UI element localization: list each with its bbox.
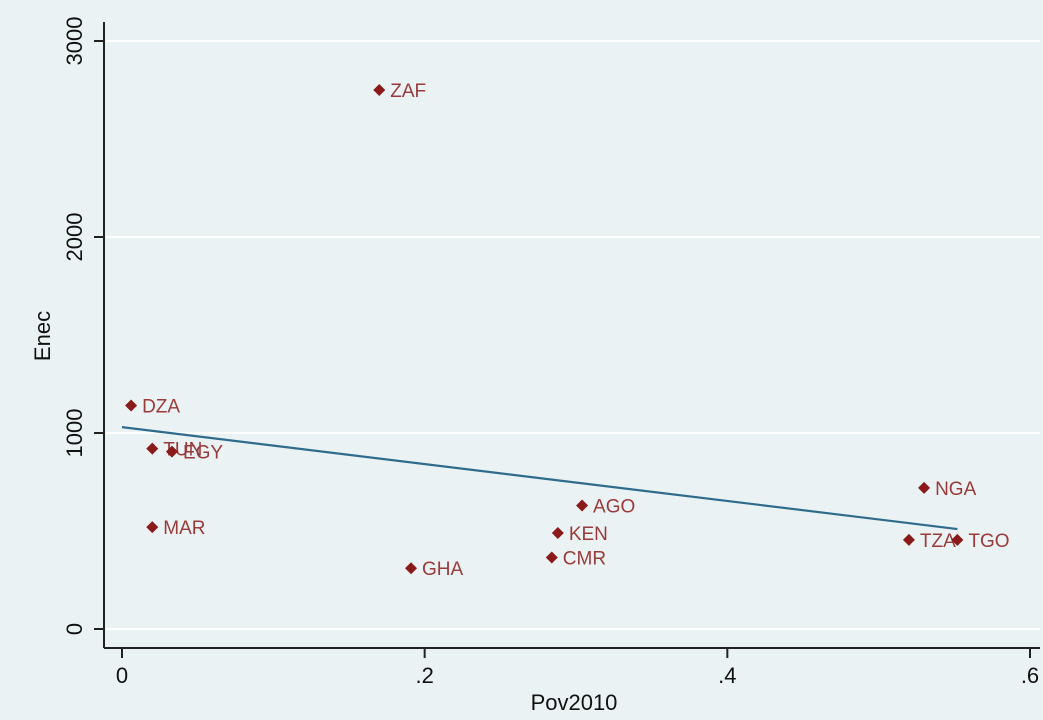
- point-label: KEN: [569, 524, 608, 545]
- y-tick-label: 1000: [62, 409, 87, 458]
- point-label: EGY: [183, 443, 223, 464]
- point-label: DZA: [142, 397, 180, 418]
- point-label: TGO: [968, 531, 1009, 552]
- data-point: [165, 445, 178, 458]
- data-point: [951, 533, 964, 546]
- y-tick-label: 0: [62, 623, 87, 635]
- point-label: ZAF: [390, 81, 426, 102]
- gridlines: [106, 40, 1040, 630]
- fit-line-group: [121, 426, 958, 531]
- fit-line: [121, 426, 958, 531]
- point-label: CMR: [563, 548, 606, 569]
- y-axis-title: Enec: [30, 311, 55, 361]
- x-axis-title: Pov2010: [531, 690, 618, 715]
- point-label: GHA: [422, 559, 464, 580]
- point-label: TZA: [920, 531, 956, 552]
- data-point: [146, 442, 159, 455]
- y-tick-label: 2000: [62, 213, 87, 262]
- x-tick-label: .2: [415, 663, 433, 688]
- y-tick-label: 3000: [62, 17, 87, 66]
- data-point: [918, 481, 931, 494]
- axis-ticks: 0 1000 2000 3000 0 .2 .4 .6: [62, 17, 1039, 688]
- data-point: [373, 84, 386, 96]
- data-point: [146, 521, 159, 534]
- x-tick-label: .4: [718, 663, 736, 688]
- point-label: NGA: [935, 479, 977, 500]
- data-point: [125, 399, 138, 412]
- x-tick-label: .6: [1021, 663, 1039, 688]
- point-label: AGO: [593, 497, 635, 518]
- data-point: [902, 533, 915, 546]
- data-point: [545, 551, 558, 564]
- axes: [103, 22, 1040, 649]
- data-point: [576, 499, 589, 512]
- data-point: [405, 562, 418, 575]
- x-tick-label: 0: [116, 663, 128, 688]
- point-label: MAR: [163, 518, 205, 539]
- data-point: [551, 526, 564, 539]
